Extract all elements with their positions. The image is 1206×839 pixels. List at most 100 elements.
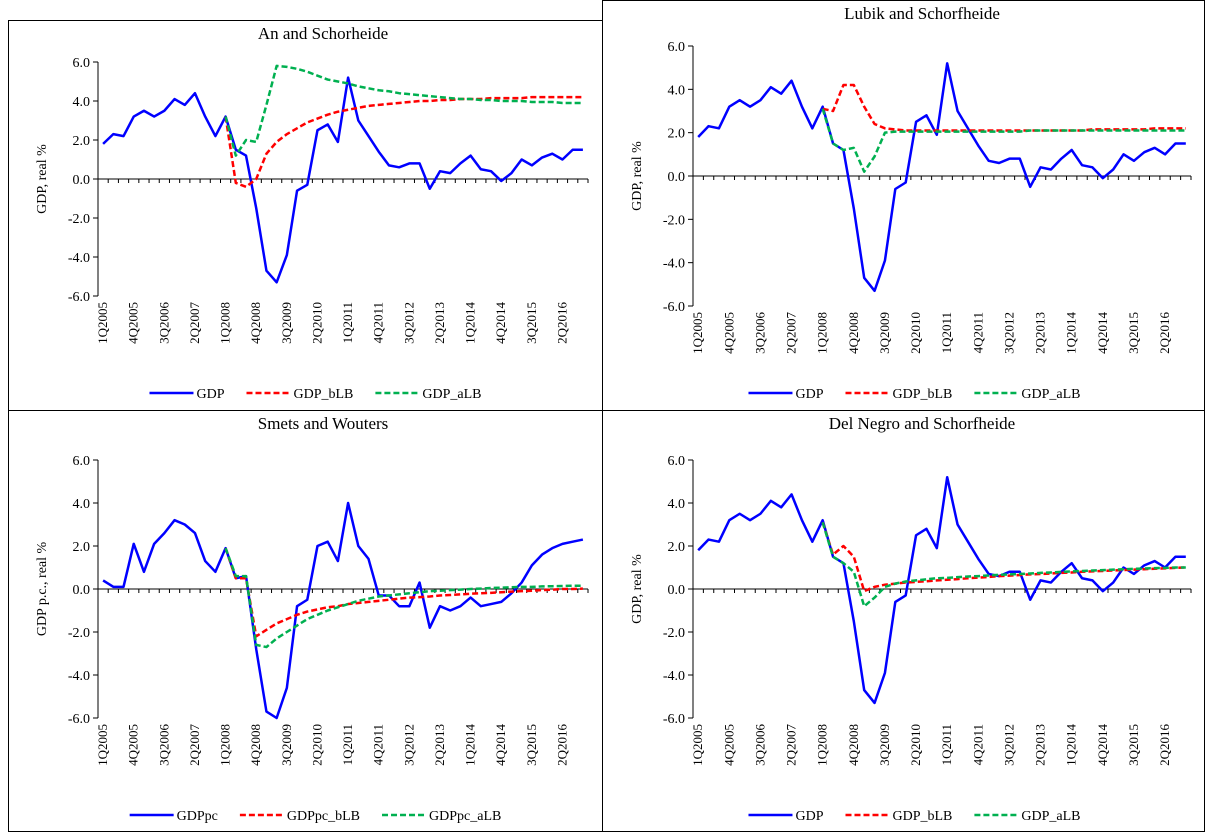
x-tick-label: 1Q2008 [218,302,233,344]
x-tick-label: 3Q2006 [156,302,171,344]
x-tick-label: 2Q2013 [432,724,447,766]
legend-label: GDP_aLB [1021,387,1080,402]
x-tick-label: 3Q2012 [1001,724,1016,766]
legend-label: GDP_aLB [1021,809,1080,824]
chart-title: Del Negro and Schorfheide [829,414,1015,433]
y-axis-title: GDP, real % [630,554,645,624]
x-tick-label: 2Q2007 [187,724,202,766]
x-tick-label: 1Q2008 [815,724,830,766]
y-tick-label: 2.0 [73,540,91,555]
x-tick-label: 4Q2005 [721,312,736,354]
x-tick-label: 4Q2008 [846,312,861,354]
series-line [102,501,584,720]
y-tick-label: 2.0 [668,540,686,555]
legend: GDP GDP_bLB GDP_aLB [149,387,482,402]
chart-title: Smets and Wouters [258,414,389,433]
y-axis-title: GDP, real % [35,144,50,214]
x-tick-label: 3Q2015 [1126,312,1141,354]
x-tick-label: 1Q2014 [1064,724,1079,766]
x-tick-label: 2Q2010 [309,302,324,344]
y-tick-label: -2.0 [68,626,90,641]
y-tick-label: -2.0 [68,212,90,227]
y-tick-label: -6.0 [68,712,90,727]
series-line [821,108,1186,173]
legend-label: GDP_aLB [422,387,481,402]
x-tick-label: 4Q2008 [248,302,263,344]
y-tick-label: 0.0 [73,173,91,188]
y-tick-label: 4.0 [73,497,91,512]
series-line [224,547,583,649]
y-tick-label: 2.0 [73,134,91,149]
x-tick-label: 3Q2012 [401,302,416,344]
x-tick-label: 3Q2015 [524,302,539,344]
x-tick-label: 1Q2014 [463,724,478,766]
series-line [697,62,1186,293]
x-tick-label: 1Q2005 [95,302,110,344]
y-axis-title: GDP, real % [630,141,645,211]
y-tick-label: -6.0 [68,290,90,305]
y-tick-label: 0.0 [668,170,686,185]
x-tick-label: 3Q2012 [1001,312,1016,354]
x-tick-label: 2Q2016 [554,302,569,344]
x-tick-label: 1Q2011 [939,312,954,353]
y-tick-label: -4.0 [68,251,90,266]
legend-label: GDP_bLB [892,809,952,824]
y-tick-label: 4.0 [668,83,686,98]
series-line [224,547,583,638]
x-tick-label: 1Q2014 [463,302,478,344]
x-tick-label: 2Q2007 [784,312,799,354]
x-tick-label: 4Q2011 [970,312,985,353]
y-tick-label: -2.0 [663,626,685,641]
x-tick-label: 1Q2011 [939,724,954,765]
y-tick-label: 0.0 [73,583,91,598]
legend-label: GDPpc_aLB [429,809,501,824]
x-tick-label: 3Q2012 [401,724,416,766]
legend-label: GDP [795,387,823,402]
x-tick-label: 2Q2010 [309,724,324,766]
x-tick-label: 1Q2011 [340,302,355,343]
x-tick-label: 3Q2006 [156,724,171,766]
x-tick-label: 3Q2009 [877,312,892,354]
legend-label: GDP [196,387,224,402]
y-tick-label: -2.0 [663,213,685,228]
x-tick-label: 2Q2016 [1157,724,1172,766]
x-tick-label: 4Q2014 [1095,312,1110,354]
x-tick-label: 2Q2007 [784,724,799,766]
series-line [224,95,583,189]
panel-frame [602,410,1205,832]
x-tick-label: 2Q2013 [1033,724,1048,766]
x-tick-label: 4Q2008 [846,724,861,766]
x-tick-label: 1Q2005 [95,724,110,766]
legend: GDP GDP_bLB GDP_aLB [748,387,1081,402]
y-tick-label: 4.0 [73,95,91,110]
x-tick-label: 2Q2013 [432,302,447,344]
y-tick-label: -4.0 [68,669,90,684]
legend-label: GDP_bLB [293,387,353,402]
y-tick-label: 4.0 [668,497,686,512]
x-tick-label: 2Q2010 [908,312,923,354]
x-tick-label: 3Q2009 [279,724,294,766]
series-line [821,521,1186,593]
x-tick-label: 3Q2006 [752,312,767,354]
x-tick-label: 3Q2015 [524,724,539,766]
x-tick-label: 4Q2008 [248,724,263,766]
x-tick-label: 2Q2016 [1157,312,1172,354]
y-tick-label: 2.0 [668,127,686,142]
y-tick-label: -6.0 [663,712,685,727]
x-tick-label: 4Q2005 [126,724,141,766]
x-tick-label: 4Q2014 [1095,724,1110,766]
x-tick-label: 4Q2014 [493,302,508,344]
x-tick-label: 1Q2005 [690,724,705,766]
legend-label: GDPpc_bLB [287,809,360,824]
x-tick-label: 4Q2011 [371,724,386,765]
x-tick-label: 1Q2008 [815,312,830,354]
legend-label: GDPpc [177,809,218,824]
x-tick-label: 2Q2010 [908,724,923,766]
x-tick-label: 3Q2006 [752,724,767,766]
x-tick-label: 3Q2015 [1126,724,1141,766]
legend: GDPpc GDPpc_bLB GDPpc_aLB [129,809,501,824]
x-tick-label: 1Q2014 [1064,312,1079,354]
legend: GDP GDP_bLB GDP_aLB [748,809,1081,824]
y-tick-label: -4.0 [663,669,685,684]
